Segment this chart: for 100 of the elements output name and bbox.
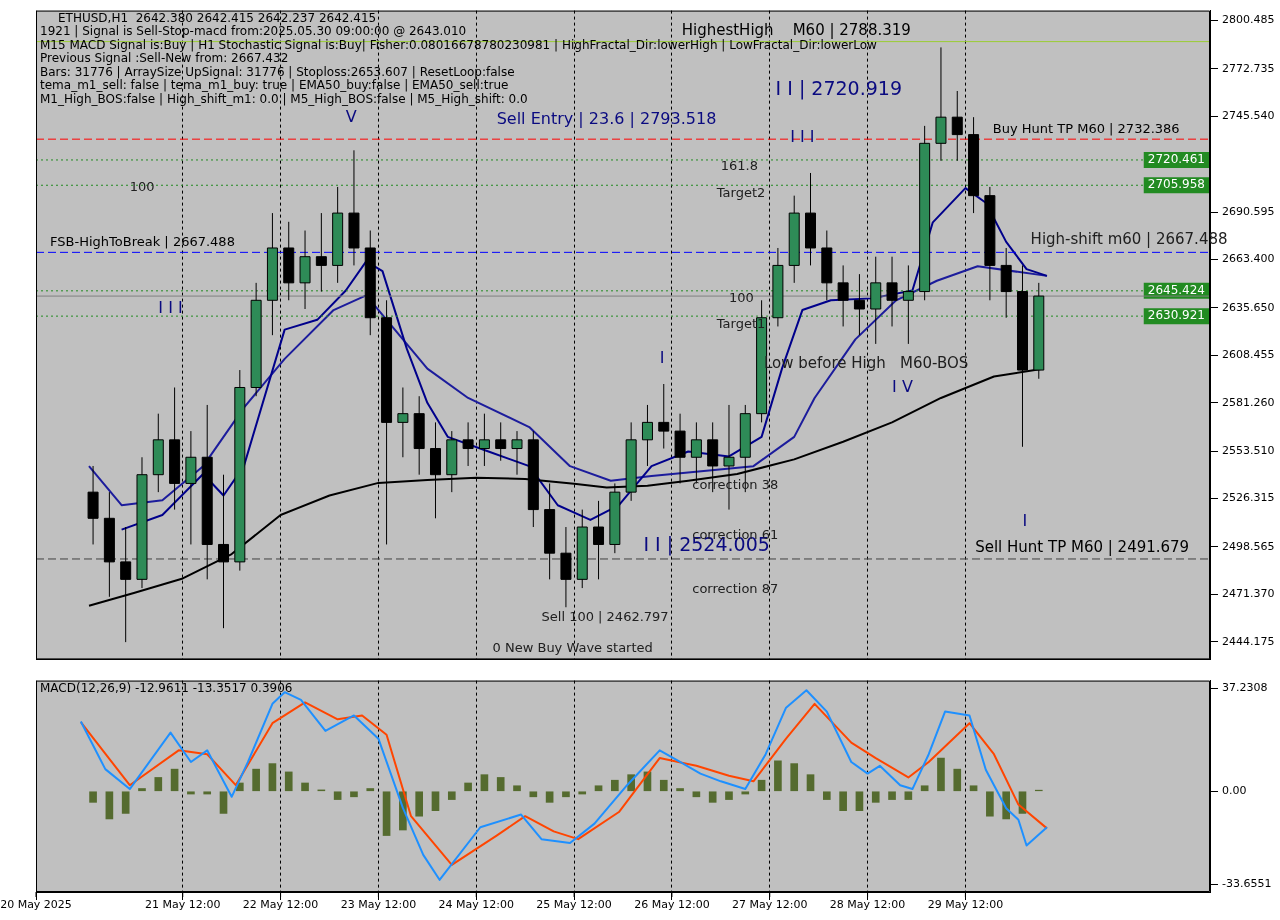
bar bbox=[774, 760, 782, 792]
bar bbox=[871, 791, 880, 803]
bar bbox=[431, 791, 440, 811]
bar bbox=[904, 791, 913, 800]
bar bbox=[578, 791, 587, 795]
y-tick-label: 2663.400 bbox=[1222, 252, 1275, 266]
annotation: correction 87 bbox=[692, 581, 779, 597]
x-tick-label: 26 May 12:00 bbox=[634, 898, 710, 912]
y-tick-label: 2690.595 bbox=[1222, 204, 1275, 218]
bar bbox=[920, 785, 929, 792]
ref-line-label: 2720.461 bbox=[1147, 152, 1206, 167]
ref-line-label: 2705.958 bbox=[1147, 177, 1206, 192]
bar bbox=[154, 777, 163, 792]
x-tick-label: 25 May 12:00 bbox=[536, 898, 612, 912]
annotation: M15 MACD Signal is:Buy | H1 Stochastic Signal is:Buy| Fisher:0.08016678780230981 | HighFractal_Dir:lowerHigh | LowFractal_Dir:lowerLow bbox=[40, 37, 878, 52]
annotation: 0 New Buy Wave started bbox=[492, 640, 653, 656]
y-tick-label: 2526.315 bbox=[1222, 491, 1275, 505]
bar bbox=[268, 763, 277, 792]
annotation: Previous Signal :Sell-New from: 2667.432 bbox=[40, 51, 289, 66]
ref-line-label: Buy Hunt TP M60 | 2732.386 bbox=[992, 121, 1180, 137]
bar bbox=[839, 791, 847, 811]
bar bbox=[170, 768, 179, 792]
bar bbox=[708, 791, 717, 803]
ref-line-label: HighestHigh M60 | 2788.319 bbox=[681, 21, 911, 39]
bar bbox=[741, 791, 750, 795]
bar bbox=[464, 782, 472, 792]
bar bbox=[806, 774, 815, 792]
chart-title: ETHUSD,H1 2642.380 2642.415 2642.237 2642.415 bbox=[58, 10, 377, 25]
annotation: V bbox=[345, 106, 357, 126]
bar bbox=[415, 791, 424, 817]
bar bbox=[480, 774, 489, 792]
bar bbox=[529, 791, 538, 798]
y-tick-label: 2608.455 bbox=[1222, 348, 1275, 362]
ref-line-label: 2645.424 bbox=[1147, 282, 1206, 297]
bar bbox=[969, 785, 978, 792]
y-tick-label: 0.00 bbox=[1222, 784, 1247, 798]
bar bbox=[496, 777, 505, 792]
bar bbox=[333, 791, 342, 800]
annotation: 1921 | Signal is Sell-Stop-macd from:2025.05.30 09:00:00 @ 2643.010 bbox=[40, 24, 467, 39]
y-tick-label: 2581.260 bbox=[1222, 395, 1275, 409]
annotation: tema_m1_sell: false | tema_m1_buy: true | EMA50_buy:false | EMA50_sell:true bbox=[40, 78, 509, 93]
ref-line-label: 2630.921 bbox=[1147, 308, 1206, 323]
bar bbox=[187, 791, 195, 795]
y-tick-label: 37.2308 bbox=[1222, 681, 1268, 695]
bar bbox=[366, 788, 375, 792]
bar bbox=[937, 757, 945, 792]
bar bbox=[219, 791, 228, 814]
x-tick-label: 20 May 2025 bbox=[0, 898, 72, 912]
annotation: Sell Entry | 23.6 | 2793.518 bbox=[496, 108, 717, 128]
bar bbox=[513, 785, 521, 792]
annotation: I bbox=[1022, 510, 1028, 530]
annotation: I V bbox=[892, 377, 913, 397]
bar bbox=[121, 791, 130, 814]
bar bbox=[545, 791, 554, 803]
bar bbox=[138, 788, 146, 792]
bar bbox=[382, 791, 391, 836]
annotation: I I I bbox=[158, 298, 183, 318]
y-tick-label: 2800.485 bbox=[1222, 13, 1275, 27]
annotation: M1_High_BOS:false | High_shift_m1: 0.0 | M5_High_BOS:false | M5_High_shift: 0.0 bbox=[40, 91, 528, 106]
bar bbox=[855, 791, 864, 811]
annotation: 100 bbox=[729, 289, 754, 305]
bar bbox=[350, 791, 358, 798]
annotation: I bbox=[659, 347, 665, 367]
annotation: I I | 2720.919 bbox=[775, 76, 903, 100]
annotation: 100 bbox=[129, 178, 155, 194]
annotation: Target2 bbox=[715, 185, 766, 201]
bar bbox=[757, 779, 766, 792]
y-tick-label: 2498.565 bbox=[1222, 539, 1275, 553]
bar bbox=[562, 791, 570, 798]
bar bbox=[725, 791, 733, 800]
bar bbox=[447, 791, 456, 800]
bar bbox=[611, 779, 619, 792]
bar bbox=[953, 768, 962, 792]
ref-line-label: Sell Hunt TP M60 | 2491.679 bbox=[975, 538, 1190, 557]
bar bbox=[659, 779, 668, 792]
annotation: I I I bbox=[790, 126, 815, 146]
bar bbox=[822, 791, 831, 800]
annotation: 161.8 bbox=[720, 158, 759, 174]
bar bbox=[676, 788, 684, 792]
bar bbox=[888, 791, 896, 800]
bar bbox=[594, 785, 603, 792]
x-tick-label: 28 May 12:00 bbox=[829, 898, 906, 912]
y-tick-label: 2772.735 bbox=[1222, 61, 1275, 75]
y-tick-label: 2745.540 bbox=[1222, 109, 1275, 123]
bar bbox=[301, 782, 309, 792]
y-tick-label: 2553.510 bbox=[1222, 444, 1275, 457]
bar bbox=[105, 791, 114, 820]
annotation: Bars: 31776 | ArraySize UpSignal: 31776 | Stoploss:2653.607 | ResetLoop:false bbox=[40, 64, 515, 79]
y-tick-label: 2471.370 bbox=[1222, 587, 1275, 601]
y-tick-label: 2635.650 bbox=[1222, 300, 1275, 314]
x-tick-label: 24 May 12:00 bbox=[438, 898, 514, 912]
bar bbox=[89, 791, 97, 803]
x-tick-label: 21 May 12:00 bbox=[145, 898, 221, 912]
bar bbox=[692, 791, 701, 798]
bar bbox=[790, 763, 799, 792]
x-tick-label: 27 May 12:00 bbox=[732, 898, 808, 912]
y-tick-label: -33.6551 bbox=[1222, 877, 1272, 891]
x-tick-label: 22 May 12:00 bbox=[242, 898, 319, 912]
annotation: Sell 100 | 2462.797 bbox=[541, 608, 669, 624]
bar bbox=[284, 771, 293, 792]
